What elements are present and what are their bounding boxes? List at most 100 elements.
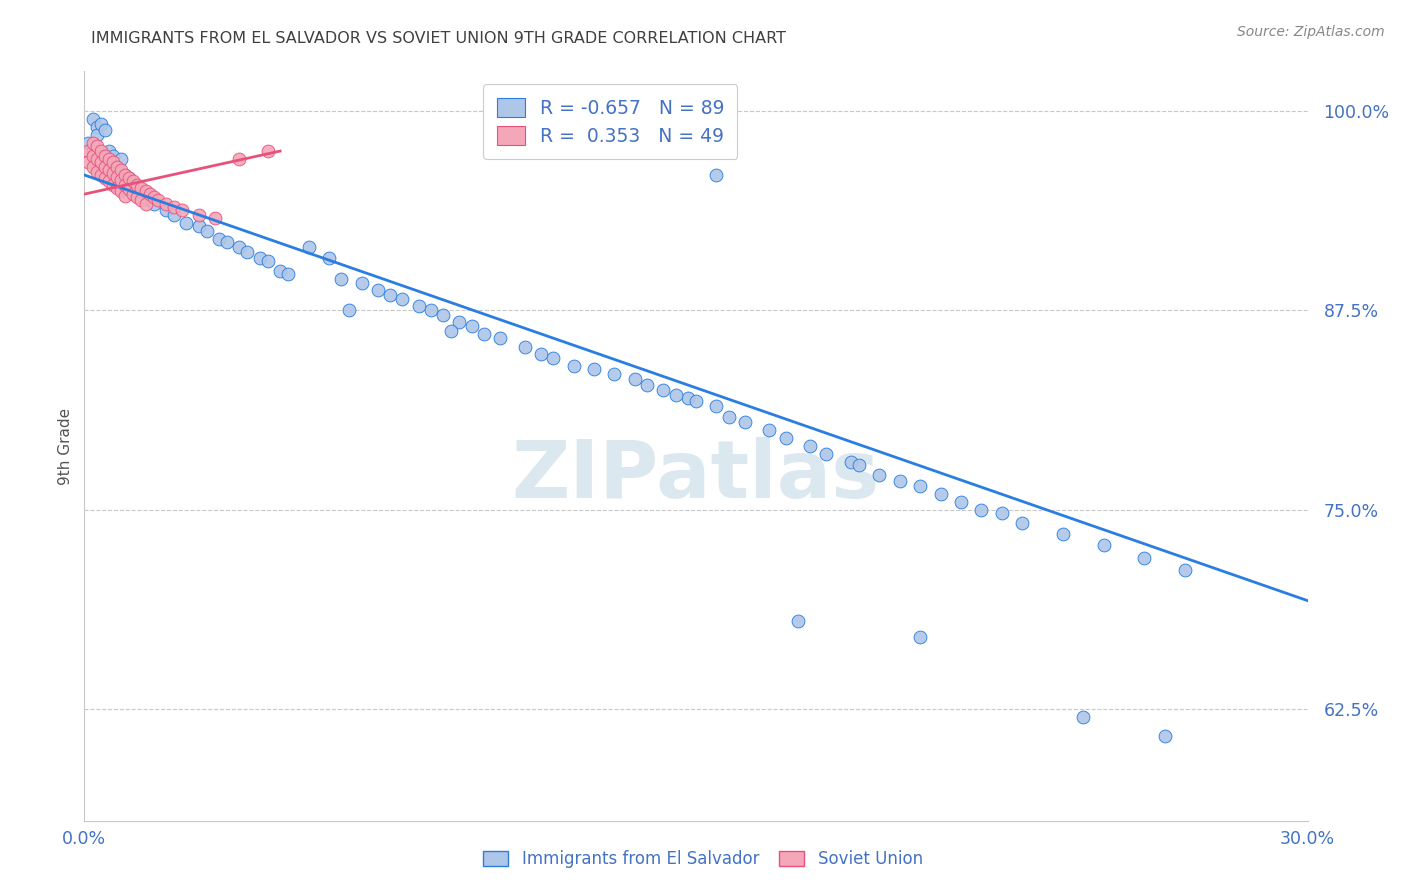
- Point: [90, 168, 112, 182]
- Point: [869, 467, 891, 482]
- Point: [1133, 550, 1156, 565]
- Point: [105, 169, 128, 184]
- Legend: Immigrants from El Salvador, Soviet Union: Immigrants from El Salvador, Soviet Unio…: [475, 842, 931, 877]
- Point: [101, 166, 124, 180]
- Point: [110, 176, 132, 190]
- Point: [131, 194, 153, 208]
- Point: [86, 165, 108, 179]
- Point: [187, 219, 209, 233]
- Point: [676, 391, 699, 405]
- Point: [420, 303, 443, 318]
- Point: [90, 155, 112, 169]
- Point: [195, 224, 218, 238]
- Point: [228, 152, 250, 166]
- Point: [138, 187, 160, 202]
- Point: [77, 136, 100, 150]
- Point: [543, 351, 565, 366]
- Point: [86, 120, 108, 135]
- Point: [391, 293, 413, 307]
- Point: [90, 117, 112, 131]
- Point: [583, 362, 606, 376]
- Point: [758, 423, 780, 437]
- Point: [122, 187, 145, 202]
- Point: [97, 163, 120, 178]
- Point: [82, 149, 104, 163]
- Point: [440, 324, 463, 338]
- Point: [217, 235, 239, 249]
- Point: [114, 168, 136, 182]
- Point: [82, 160, 104, 174]
- Point: [122, 184, 145, 198]
- Point: [562, 359, 585, 374]
- Point: [652, 383, 675, 397]
- Point: [1092, 538, 1115, 552]
- Point: [330, 271, 353, 285]
- Text: ZIPatlas: ZIPatlas: [512, 437, 880, 515]
- Point: [636, 378, 658, 392]
- Point: [339, 303, 361, 318]
- Point: [269, 263, 291, 277]
- Point: [90, 144, 112, 158]
- Point: [318, 251, 340, 265]
- Point: [97, 144, 120, 158]
- Point: [1052, 526, 1074, 541]
- Point: [105, 171, 128, 186]
- Point: [204, 211, 226, 225]
- Point: [114, 178, 136, 192]
- Point: [624, 372, 647, 386]
- Point: [127, 178, 149, 192]
- Point: [174, 216, 197, 230]
- Point: [787, 615, 810, 629]
- Point: [717, 410, 740, 425]
- Point: [839, 455, 862, 469]
- Point: [706, 399, 728, 413]
- Point: [1174, 563, 1197, 577]
- Point: [228, 240, 250, 254]
- Point: [122, 174, 145, 188]
- Point: [135, 184, 157, 198]
- Point: [93, 160, 115, 174]
- Point: [367, 283, 389, 297]
- Point: [105, 180, 128, 194]
- Point: [775, 431, 797, 445]
- Point: [449, 315, 471, 329]
- Point: [991, 506, 1014, 520]
- Point: [172, 202, 194, 217]
- Point: [90, 152, 112, 166]
- Point: [93, 149, 115, 163]
- Point: [131, 180, 153, 194]
- Point: [127, 190, 149, 204]
- Point: [118, 182, 141, 196]
- Point: [93, 160, 115, 174]
- Text: IMMIGRANTS FROM EL SALVADOR VS SOVIET UNION 9TH GRADE CORRELATION CHART: IMMIGRANTS FROM EL SALVADOR VS SOVIET UN…: [91, 31, 786, 46]
- Point: [472, 327, 495, 342]
- Point: [118, 171, 141, 186]
- Point: [665, 388, 688, 402]
- Point: [77, 144, 100, 158]
- Point: [163, 208, 186, 222]
- Point: [105, 160, 128, 174]
- Point: [97, 155, 120, 169]
- Point: [77, 155, 100, 169]
- Point: [298, 240, 321, 254]
- Point: [929, 487, 952, 501]
- Point: [114, 168, 136, 182]
- Point: [135, 192, 157, 206]
- Point: [1154, 729, 1177, 743]
- Legend: R = -0.657   N = 89, R =  0.353   N = 49: R = -0.657 N = 89, R = 0.353 N = 49: [484, 85, 737, 159]
- Point: [461, 319, 484, 334]
- Point: [110, 184, 132, 198]
- Point: [101, 149, 124, 163]
- Point: [110, 163, 132, 178]
- Point: [910, 479, 932, 493]
- Point: [734, 415, 756, 429]
- Point: [277, 267, 299, 281]
- Point: [513, 340, 536, 354]
- Point: [118, 171, 141, 186]
- Point: [93, 123, 115, 137]
- Point: [432, 308, 454, 322]
- Point: [408, 299, 430, 313]
- Point: [110, 152, 132, 166]
- Point: [1011, 516, 1033, 530]
- Point: [142, 190, 165, 204]
